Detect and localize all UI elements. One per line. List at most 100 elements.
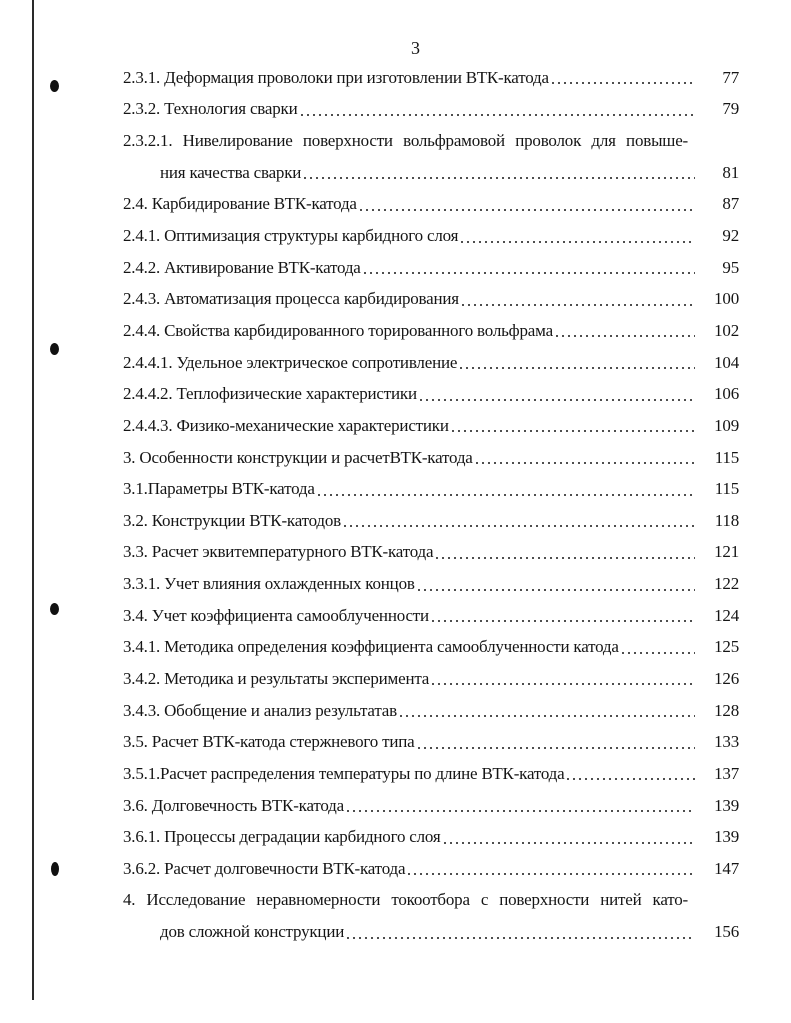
dot-leader — [342, 512, 695, 530]
toc-entry[interactable]: 2.4.4. Свойства карбидированного ториров… — [123, 315, 739, 347]
toc-entry-title: 3.6.2. Расчет долговечности ВТК-катода — [123, 858, 406, 878]
dot-leader — [361, 259, 695, 277]
toc-entry-page: 121 — [714, 542, 739, 562]
toc-entry-title: 3. Особенности конструкции и расчетВТК-к… — [123, 447, 473, 467]
toc-entry-page: 156 — [714, 922, 739, 942]
toc-entry-page: 104 — [714, 352, 739, 372]
dot-leader — [298, 100, 695, 118]
toc-entry[interactable]: 4. Исследование неравномерности токоотбо… — [123, 885, 739, 917]
toc-entry-page: 137 — [714, 763, 739, 783]
toc-entry-page: 125 — [714, 637, 739, 657]
toc-entry-page: 139 — [714, 827, 739, 847]
dot-leader — [553, 322, 695, 340]
toc-entry-title: 2.4. Карбидирование ВТК-катода — [123, 194, 357, 214]
dot-leader — [458, 354, 695, 372]
toc-entry-page: 115 — [714, 447, 739, 467]
dot-leader — [344, 797, 695, 815]
dot-leader — [415, 575, 695, 593]
dot-leader — [357, 195, 695, 213]
toc-entry-page: 124 — [714, 605, 739, 625]
toc-entry-title: 3.6.1. Процессы деградации карбидного сл… — [123, 827, 441, 847]
toc-entry-title: 3.3. Расчет эквитемпературного ВТК-катод… — [123, 542, 434, 562]
toc-entry-title: 2.4.1. Оптимизация структуры карбидного … — [123, 226, 459, 246]
toc-entry[interactable]: 2.4.4.3. Физико-механические характерист… — [123, 410, 739, 442]
toc-entry-title: 2.3.1. Деформация проволоки при изготовл… — [123, 67, 549, 87]
toc-entry[interactable]: 3.5.1.Расчет распределения температуры п… — [123, 758, 739, 790]
toc-entry[interactable]: 3.6.2. Расчет долговечности ВТК-катода 14… — [123, 853, 739, 885]
dot-leader — [397, 702, 695, 720]
toc-entry[interactable]: 3.3.1. Учет влияния охлажденных концов 12… — [123, 568, 739, 600]
toc-entry[interactable]: 3. Особенности конструкции и расчетВТК-к… — [123, 442, 739, 474]
toc-entry[interactable]: 3.2. Конструкции ВТК-катодов 118 — [123, 505, 739, 537]
toc-entry-page: 115 — [714, 479, 739, 499]
toc-entry[interactable]: 2.4.4.2. Теплофизические характеристики 1… — [123, 378, 739, 410]
dot-leader — [441, 828, 695, 846]
toc-entry-title-continuation: ния качества сварки — [160, 162, 302, 182]
toc-entry[interactable]: 2.4.2. Активирование ВТК-катода 95 — [123, 252, 739, 284]
toc-entry-title: 3.4.3. Обобщение и анализ результатав — [123, 700, 397, 720]
toc-entry-page: 92 — [722, 226, 739, 246]
dot-leader — [406, 860, 695, 878]
toc-entry-title: 2.4.4.2. Теплофизические характеристики — [123, 384, 417, 404]
toc-entry-page: 79 — [722, 99, 739, 119]
toc-entry[interactable]: 3.4. Учет коэффициента самооблученности 1… — [123, 600, 739, 632]
toc-entry[interactable]: 2.3.2. Технология сварки 79 — [123, 94, 739, 126]
toc-entry-page: 106 — [714, 384, 739, 404]
toc-entry[interactable]: 3.3. Расчет эквитемпературного ВТК-катод… — [123, 537, 739, 569]
dot-leader — [459, 290, 695, 308]
toc-entry[interactable]: 2.3.1. Деформация проволоки при изготовл… — [123, 62, 739, 94]
toc-entry-page: 122 — [714, 574, 739, 594]
toc-entry[interactable]: 2.4.3. Автоматизация процесса карбидиров… — [123, 283, 739, 315]
toc-entry[interactable]: 3.4.1. Методика определения коэффициента… — [123, 632, 739, 664]
toc-entry-title: 3.1.Параметры ВТК-катода — [123, 479, 315, 499]
dot-leader — [473, 449, 695, 466]
toc-entry-title: 3.4. Учет коэффициента самооблученности — [123, 605, 429, 625]
toc-entry-title: 3.5. Расчет ВТК-катода стержневого типа — [123, 732, 415, 752]
toc-entry-page: 147 — [714, 858, 739, 878]
toc-entry[interactable]: 2.4. Карбидирование ВТК-катода 87 — [123, 189, 739, 221]
toc-entry-title: 3.2. Конструкции ВТК-катодов — [123, 510, 341, 530]
toc-entry[interactable]: 2.4.4.1. Удельное электрическое сопротив… — [123, 347, 739, 379]
toc-entry-title: 3.4.2. Методика и результаты эксперимент… — [123, 668, 430, 688]
toc-entry-title: 4. Исследование неравномерности токоотбо… — [123, 890, 688, 910]
toc-entry-page: 133 — [714, 732, 739, 752]
toc-entry[interactable]: 3.6.1. Процессы деградации карбидного сл… — [123, 821, 739, 853]
toc-entry[interactable]: 3.5. Расчет ВТК-катода стержневого типа 1… — [123, 726, 739, 758]
dot-leader — [429, 607, 695, 625]
toc-entry-page: 109 — [714, 415, 739, 435]
dot-leader — [619, 638, 695, 656]
toc-entry[interactable]: 3.1.Параметры ВТК-катода 115 — [123, 473, 739, 505]
toc-entry[interactable]: 3.4.2. Методика и результаты эксперимент… — [123, 663, 739, 695]
toc-entry[interactable]: 3.6. Долговечность ВТК-катода 139 — [123, 790, 739, 822]
toc-entry-page: 126 — [714, 668, 739, 688]
toc-entry-title: 2.4.2. Активирование ВТК-катода — [123, 257, 361, 277]
toc-entry-continuation[interactable]: ния качества сварки 81 — [123, 157, 739, 189]
toc-entry-continuation[interactable]: дов сложной конструкции 156 — [123, 916, 739, 948]
scan-edge-line — [32, 0, 34, 1000]
toc-entry-page: 118 — [714, 510, 739, 530]
hole-punch-mark — [51, 862, 59, 876]
toc-entry[interactable]: 2.4.1. Оптимизация структуры карбидного … — [123, 220, 739, 252]
table-of-contents: 2.3.1. Деформация проволоки при изготовл… — [123, 62, 739, 948]
toc-entry-title: 2.3.2. Технология сварки — [123, 99, 298, 119]
toc-entry-page: 128 — [714, 700, 739, 720]
toc-entry-title-continuation: дов сложной конструкции — [160, 922, 345, 942]
hole-punch-mark — [50, 80, 59, 92]
dot-leader — [302, 164, 695, 182]
dot-leader — [549, 69, 695, 87]
toc-entry-title: 2.4.4. Свойства карбидированного ториров… — [123, 320, 553, 340]
toc-entry-title: 3.5.1.Расчет распределения температуры п… — [123, 763, 565, 783]
toc-entry[interactable]: 2.3.2.1. Нивелирование поверхности вольф… — [123, 125, 739, 157]
toc-entry-page: 95 — [722, 257, 739, 277]
dot-leader — [415, 733, 695, 751]
toc-entry-title: 3.3.1. Учет влияния охлажденных концов — [123, 574, 415, 594]
toc-entry-page: 81 — [722, 162, 739, 182]
toc-entry[interactable]: 3.4.3. Обобщение и анализ результатав 128 — [123, 695, 739, 727]
dot-leader — [434, 543, 695, 561]
toc-entry-title: 3.6. Долговечность ВТК-катода — [123, 795, 344, 815]
toc-entry-page: 139 — [714, 795, 739, 815]
hole-punch-mark — [50, 343, 59, 355]
toc-entry-title: 2.4.3. Автоматизация процесса карбидиров… — [123, 289, 459, 309]
dot-leader — [315, 480, 695, 498]
toc-entry-page: 100 — [714, 289, 739, 309]
